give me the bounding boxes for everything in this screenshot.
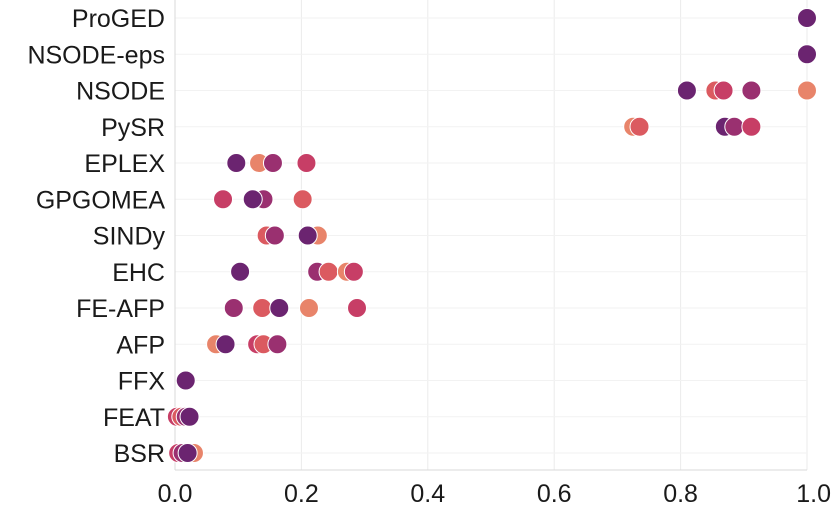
y-tick-label: NSODE — [76, 78, 165, 106]
data-point — [179, 406, 200, 427]
data-point — [297, 225, 318, 246]
data-point — [175, 370, 196, 391]
data-point — [713, 80, 734, 101]
data-point — [318, 261, 339, 282]
y-tick-label: EPLEX — [84, 150, 165, 178]
y-tick-labels: ProGED NSODE-eps NSODE PySR EPLEX GPGOMEA SIND… — [27, 5, 165, 468]
data-point — [215, 334, 236, 355]
y-tick-label: ProGED — [72, 5, 165, 33]
data-point — [676, 80, 697, 101]
data-point — [230, 261, 251, 282]
data-point — [298, 298, 319, 318]
data-point — [797, 80, 817, 101]
y-tick-label: PySR — [101, 114, 165, 142]
data-point — [296, 153, 317, 173]
data-point — [797, 8, 817, 28]
data-point — [264, 225, 285, 246]
data-point — [226, 153, 247, 173]
x-tick-label: 1.0 — [796, 480, 831, 507]
y-tick-label: EHC — [112, 259, 165, 287]
data-point — [629, 116, 650, 137]
data-point — [724, 116, 745, 137]
x-tick-labels: 0.0 0.2 0.4 0.6 0.8 1.0 — [158, 480, 831, 508]
data-point — [252, 298, 273, 318]
data-point — [797, 44, 817, 65]
data-point — [343, 261, 364, 282]
data-point — [262, 153, 283, 173]
x-tick-label: 0.0 — [158, 480, 193, 507]
x-tick-label: 0.4 — [410, 480, 445, 507]
y-tick-label: FFX — [118, 368, 166, 396]
data-point — [267, 334, 288, 355]
data-points — [166, 8, 817, 463]
data-point — [223, 298, 244, 318]
data-point — [741, 116, 762, 137]
data-point — [213, 189, 234, 210]
y-tick-label: NSODE-eps — [27, 41, 165, 69]
data-point — [242, 189, 263, 210]
data-point — [177, 443, 198, 463]
data-point — [741, 80, 762, 101]
y-tick-label: AFP — [116, 331, 165, 359]
x-tick-label: 0.6 — [537, 480, 572, 507]
data-point — [292, 189, 313, 210]
data-point — [347, 298, 368, 318]
y-tick-label: BSR — [114, 440, 165, 468]
x-tick-label: 0.2 — [284, 480, 319, 507]
data-point — [269, 298, 290, 318]
y-tick-label: FE-AFP — [76, 295, 165, 323]
x-tick-label: 0.8 — [663, 480, 698, 507]
y-tick-label: FEAT — [103, 404, 165, 432]
y-tick-label: GPGOMEA — [36, 186, 166, 214]
y-tick-label: SINDy — [93, 223, 166, 251]
